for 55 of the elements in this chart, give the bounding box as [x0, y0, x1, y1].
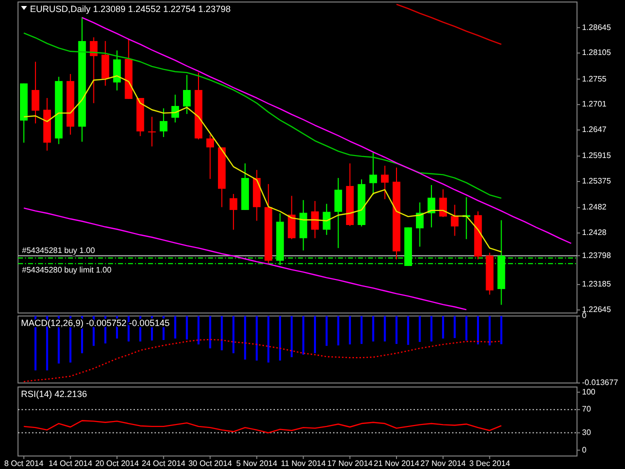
candlestick	[428, 184, 436, 228]
x-tick-label: 20 Oct 2014	[95, 459, 140, 468]
x-tick-label: 27 Nov 2014	[420, 459, 466, 468]
x-tick-label: 14 Oct 2014	[48, 459, 93, 468]
candlestick	[416, 202, 424, 248]
y-tick-label: 0	[582, 311, 587, 320]
y-tick-label: 1.23798	[582, 250, 612, 260]
y-tick-label: 100	[582, 387, 596, 396]
chart-title: EURUSD,Daily 1.23089 1.24552 1.22754 1.23798	[30, 4, 231, 14]
y-tick-label: 30	[582, 428, 592, 437]
candlestick	[102, 40, 110, 86]
x-tick-label: 24 Oct 2014	[142, 459, 186, 468]
candlestick	[439, 188, 447, 218]
chart-title: RSI(14) 42.2136	[21, 389, 88, 399]
candlestick	[160, 108, 168, 138]
candlestick	[369, 152, 378, 196]
line-series	[23, 420, 502, 434]
line-series	[23, 32, 502, 199]
y-tick-label: 0	[582, 445, 587, 454]
candlestick	[230, 193, 238, 230]
y-tick-label: 1.28105	[582, 48, 612, 58]
x-tick-label: 8 Oct 2014	[4, 459, 44, 468]
candlestick	[32, 61, 40, 124]
y-tick-label: 1.2755	[582, 74, 608, 84]
y-tick-label: 1.2647	[582, 125, 608, 134]
x-tick-label: 30 Oct 2014	[188, 459, 232, 468]
candlestick	[148, 116, 156, 147]
candlestick	[288, 195, 296, 240]
line-series	[396, 4, 502, 45]
candlestick	[183, 74, 191, 114]
line-series	[23, 338, 502, 382]
candlestick	[206, 134, 214, 180]
x-tick-label: 21 Nov 2014	[374, 459, 420, 468]
y-tick-label: 1.23185	[582, 280, 612, 289]
x-tick-label: 11 Nov 2014	[280, 459, 326, 468]
x-tick-label: 17 Nov 2014	[327, 459, 374, 468]
ref-line-label: #54345281 buy 1.00	[22, 246, 96, 255]
y-tick-label: 1.25915	[582, 151, 612, 160]
candlestick	[381, 165, 389, 200]
candlestick	[113, 50, 121, 91]
ref-line-label: #54345280 buy limit 1.00	[22, 266, 112, 275]
x-tick-label: 3 Dec 2014	[469, 459, 511, 468]
y-tick-label: 1.2428	[582, 228, 608, 238]
y-tick-label: 1.2482	[582, 202, 608, 212]
candlestick	[334, 177, 342, 249]
y-tick-label: -0.013677	[582, 378, 619, 388]
candlestick	[311, 200, 319, 239]
y-tick-label: 1.28645	[582, 22, 612, 32]
x-tick-label: 5 Nov 2014	[236, 459, 278, 468]
line-series	[23, 207, 467, 310]
y-tick-label: 70	[582, 404, 592, 414]
candlestick	[450, 204, 459, 236]
line-series	[81, 16, 572, 244]
y-tick-label: 1.25375	[582, 176, 612, 186]
y-tick-label: 1.2701	[582, 100, 608, 109]
